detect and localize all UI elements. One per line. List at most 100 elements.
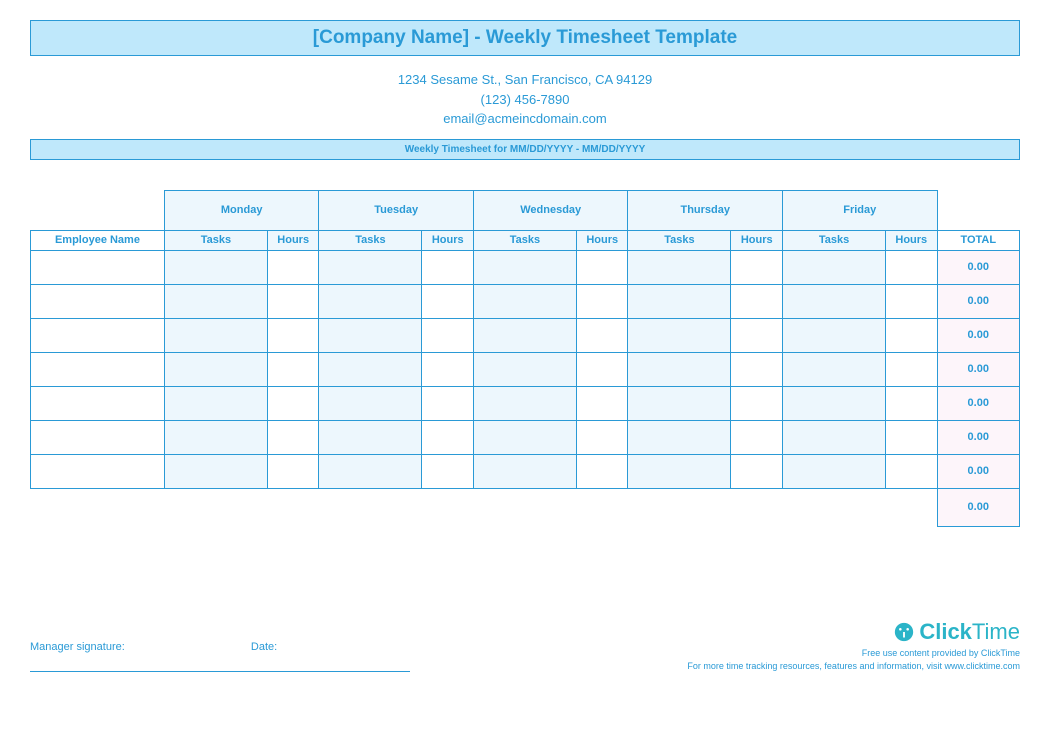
tasks-cell[interactable] <box>164 318 267 352</box>
tasks-cell[interactable] <box>473 284 576 318</box>
tasks-cell[interactable] <box>628 318 731 352</box>
contact-email: email@acmeincdomain.com <box>30 109 1020 129</box>
hours-cell[interactable] <box>576 420 628 454</box>
tasks-cell[interactable] <box>473 250 576 284</box>
day-header: Wednesday <box>473 190 628 230</box>
hours-cell[interactable] <box>267 386 319 420</box>
tasks-cell[interactable] <box>164 250 267 284</box>
hours-cell[interactable] <box>576 284 628 318</box>
tasks-header: Tasks <box>783 230 886 250</box>
contact-address: 1234 Sesame St., San Francisco, CA 94129 <box>30 70 1020 90</box>
tasks-cell[interactable] <box>783 250 886 284</box>
tasks-cell[interactable] <box>164 284 267 318</box>
employee-name-cell[interactable] <box>31 318 165 352</box>
hours-cell[interactable] <box>422 318 474 352</box>
employee-name-cell[interactable] <box>31 284 165 318</box>
employee-name-cell[interactable] <box>31 420 165 454</box>
hours-cell[interactable] <box>267 250 319 284</box>
tasks-cell[interactable] <box>783 420 886 454</box>
hours-cell[interactable] <box>576 318 628 352</box>
hours-cell[interactable] <box>576 386 628 420</box>
row-total: 0.00 <box>937 284 1019 318</box>
tasks-cell[interactable] <box>164 386 267 420</box>
brand-name-bold: Click <box>919 619 972 644</box>
hours-cell[interactable] <box>886 318 938 352</box>
day-header: Monday <box>164 190 319 230</box>
tasks-cell[interactable] <box>164 454 267 488</box>
hours-cell[interactable] <box>267 318 319 352</box>
hours-cell[interactable] <box>267 420 319 454</box>
hours-cell[interactable] <box>422 250 474 284</box>
row-total: 0.00 <box>937 352 1019 386</box>
tasks-cell[interactable] <box>473 454 576 488</box>
footer: Manager signature: Date: ClickTime Free … <box>30 617 1020 673</box>
hours-cell[interactable] <box>886 284 938 318</box>
brand-info: For more time tracking resources, featur… <box>687 660 1020 673</box>
hours-cell[interactable] <box>886 420 938 454</box>
hours-cell[interactable] <box>731 284 783 318</box>
hours-cell[interactable] <box>422 352 474 386</box>
hours-cell[interactable] <box>731 386 783 420</box>
signature-block: Manager signature: Date: <box>30 641 410 672</box>
tasks-cell[interactable] <box>319 352 422 386</box>
row-total: 0.00 <box>937 250 1019 284</box>
employee-name-cell[interactable] <box>31 454 165 488</box>
employee-name-cell[interactable] <box>31 352 165 386</box>
hours-cell[interactable] <box>576 352 628 386</box>
hours-cell[interactable] <box>422 284 474 318</box>
tasks-cell[interactable] <box>628 284 731 318</box>
employee-name-cell[interactable] <box>31 250 165 284</box>
hours-cell[interactable] <box>422 386 474 420</box>
tasks-cell[interactable] <box>319 250 422 284</box>
row-total: 0.00 <box>937 420 1019 454</box>
hours-cell[interactable] <box>886 386 938 420</box>
tasks-cell[interactable] <box>473 420 576 454</box>
hours-cell[interactable] <box>731 420 783 454</box>
hours-cell[interactable] <box>731 250 783 284</box>
brand-block: ClickTime Free use content provided by C… <box>687 617 1020 673</box>
title-bar: [Company Name] - Weekly Timesheet Templa… <box>30 20 1020 56</box>
hours-cell[interactable] <box>267 352 319 386</box>
hours-cell[interactable] <box>886 352 938 386</box>
hours-cell[interactable] <box>267 454 319 488</box>
hours-cell[interactable] <box>731 352 783 386</box>
employee-name-cell[interactable] <box>31 386 165 420</box>
hours-cell[interactable] <box>422 454 474 488</box>
signature-label: Manager signature: <box>30 641 125 653</box>
tasks-cell[interactable] <box>628 454 731 488</box>
tasks-cell[interactable] <box>628 352 731 386</box>
hours-cell[interactable] <box>267 284 319 318</box>
hours-cell[interactable] <box>422 420 474 454</box>
tasks-cell[interactable] <box>164 420 267 454</box>
hours-cell[interactable] <box>576 454 628 488</box>
tasks-cell[interactable] <box>164 352 267 386</box>
tasks-cell[interactable] <box>628 420 731 454</box>
hours-cell[interactable] <box>886 454 938 488</box>
tasks-cell[interactable] <box>319 454 422 488</box>
tasks-cell[interactable] <box>319 318 422 352</box>
tasks-cell[interactable] <box>628 250 731 284</box>
hours-cell[interactable] <box>731 454 783 488</box>
hours-cell[interactable] <box>731 318 783 352</box>
hours-cell[interactable] <box>576 250 628 284</box>
tasks-cell[interactable] <box>473 352 576 386</box>
tasks-cell[interactable] <box>319 284 422 318</box>
hours-cell[interactable] <box>886 250 938 284</box>
tasks-cell[interactable] <box>783 284 886 318</box>
row-total: 0.00 <box>937 318 1019 352</box>
tasks-cell[interactable] <box>473 318 576 352</box>
tasks-cell[interactable] <box>783 318 886 352</box>
signature-line <box>30 671 410 672</box>
contact-phone: (123) 456-7890 <box>30 90 1020 110</box>
tasks-cell[interactable] <box>783 386 886 420</box>
tasks-cell[interactable] <box>628 386 731 420</box>
brand-name-light: Time <box>972 619 1020 644</box>
tasks-cell[interactable] <box>783 454 886 488</box>
clock-icon <box>893 621 915 643</box>
hours-header: Hours <box>422 230 474 250</box>
tasks-cell[interactable] <box>783 352 886 386</box>
tasks-cell[interactable] <box>319 420 422 454</box>
tasks-cell[interactable] <box>319 386 422 420</box>
tasks-cell[interactable] <box>473 386 576 420</box>
date-label: Date: <box>251 641 277 653</box>
